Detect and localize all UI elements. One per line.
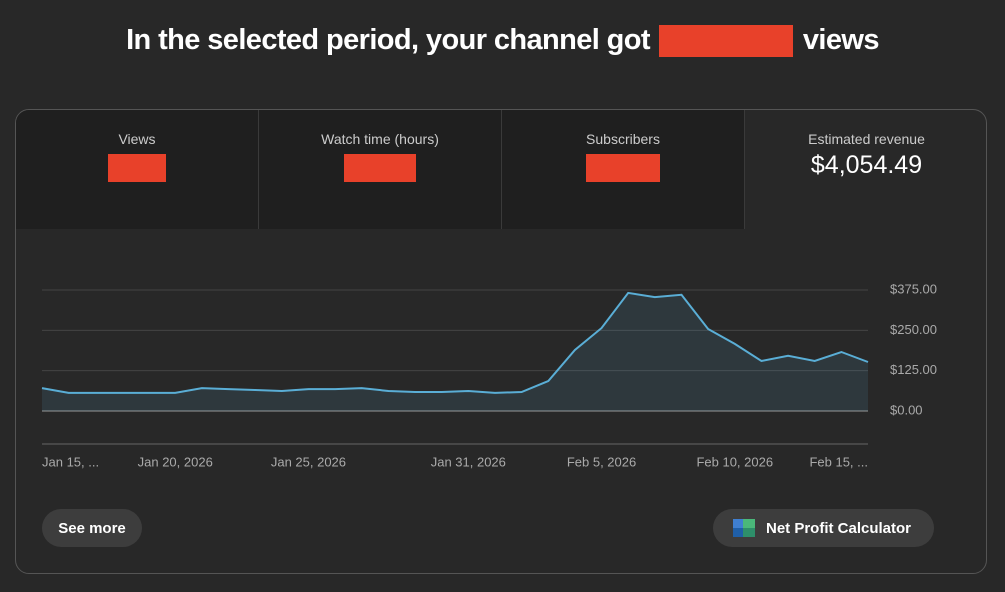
tab-label: Views (118, 131, 156, 147)
calculator-button[interactable]: Net Profit Calculator (713, 509, 934, 547)
redaction (344, 154, 416, 182)
headline-text: In the selected period, your channel got (126, 24, 650, 56)
redaction (108, 154, 166, 182)
redaction (586, 154, 660, 182)
calculator-icon (733, 519, 755, 537)
metric-tab[interactable]: Views (16, 110, 259, 229)
tab-value: $4,054.49 (810, 151, 923, 179)
headline-text: views (802, 24, 880, 56)
metric-tab[interactable]: Estimated revenue $4,054.49 (745, 110, 986, 229)
see-more-button[interactable]: See more (42, 509, 142, 547)
tab-label: Subscribers (586, 131, 660, 147)
button-label: Net Profit Calculator (766, 519, 912, 537)
tab-label: Watch time (hours) (321, 131, 439, 147)
headline: In the selected period, your channel got… (0, 24, 1005, 58)
tab-label: Estimated revenue (808, 131, 925, 147)
analytics-card: Views Watch time (hours) Subscribers Est… (15, 109, 987, 574)
metric-tab[interactable]: Watch time (hours) (259, 110, 502, 229)
metric-tab[interactable]: Subscribers (502, 110, 745, 229)
redaction (659, 25, 794, 58)
